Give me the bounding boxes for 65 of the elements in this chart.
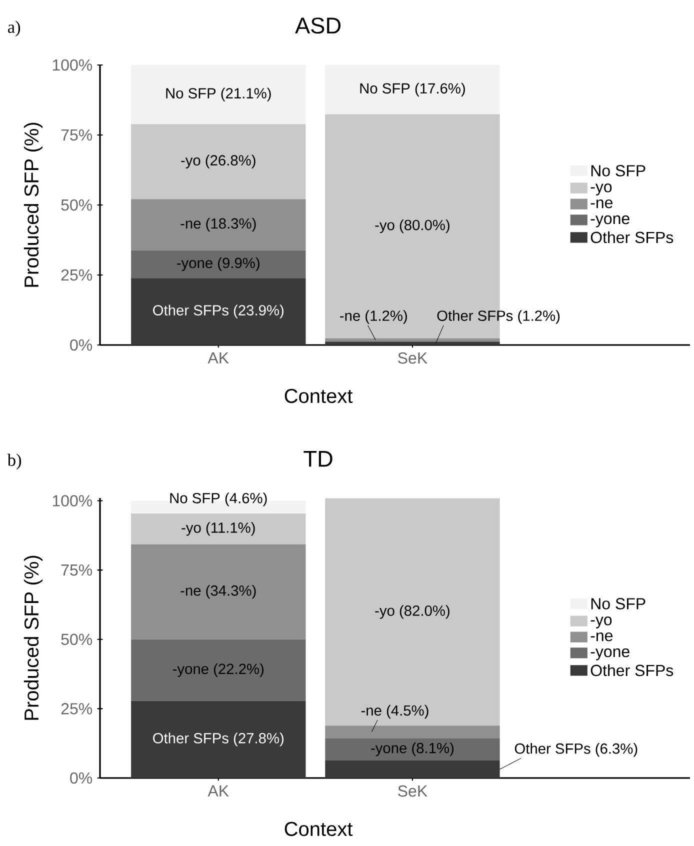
data-label: No SFP (4.6%)	[170, 492, 267, 506]
bar	[325, 726, 500, 738]
data-label: -yone (8.1%)	[371, 742, 454, 756]
data-label: -yone (22.2%)	[172, 663, 264, 677]
y-tick-label: 0%	[70, 339, 92, 351]
y-tick-label: 100%	[52, 59, 92, 71]
data-label: -ne (18.3%)	[180, 218, 256, 232]
x-tick-label: AK	[208, 785, 229, 796]
bar	[131, 199, 306, 250]
legend-label: Other SFPs	[590, 231, 674, 244]
bar	[325, 760, 500, 778]
x-axis-title: Context	[284, 822, 353, 836]
legend-label: -yone	[590, 215, 630, 228]
bar	[325, 342, 500, 346]
legend-label: No SFP	[591, 598, 646, 610]
legend-label: No SFP	[591, 165, 646, 176]
x-tick-label: SeK	[398, 352, 428, 364]
data-label: -yo (80.0%)	[375, 219, 450, 234]
bar	[131, 278, 306, 346]
y-tick-label: 75%	[61, 129, 92, 141]
bar	[131, 514, 306, 544]
x-tick-label: SeK	[398, 785, 428, 797]
bar	[325, 738, 500, 761]
data-label: No SFP (17.6%)	[360, 82, 465, 96]
y-axis-title: Produced SFP (%)	[24, 122, 43, 287]
legend-label: -yo	[590, 184, 612, 196]
legend-label: Other SFPs	[590, 664, 674, 676]
data-label: -yo (82.0%)	[375, 605, 450, 619]
data-label: -yo (26.8%)	[181, 154, 256, 168]
y-tick-label: 25%	[61, 269, 92, 281]
y-tick-label: 75%	[61, 564, 92, 576]
data-label: -ne (4.5%)	[361, 704, 428, 719]
legend-label: -ne	[590, 199, 612, 208]
chart-title: TD	[304, 451, 332, 467]
text: b)	[7, 454, 22, 470]
bar	[325, 65, 500, 114]
data-label: -ne (34.3%)	[180, 585, 256, 599]
data-label: Other SFPs (6.3%)	[514, 743, 638, 757]
data-label: Other SFPs (23.9%)	[153, 304, 284, 318]
data-label: -ne (1.2%)	[340, 310, 407, 324]
text: a)	[8, 20, 20, 36]
y-tick-label: 100%	[52, 495, 92, 506]
y-tick-label: 50%	[61, 199, 92, 211]
legend-label: -yone	[590, 648, 630, 660]
data-label: Other SFPs (27.8%)	[153, 732, 284, 746]
legend-label: -yo	[590, 616, 612, 628]
bar	[131, 250, 306, 278]
chart-title: ASD	[295, 18, 341, 34]
data-label: Other SFPs (1.2%)	[437, 310, 560, 324]
y-tick-label: 25%	[61, 703, 92, 714]
y-axis-title: Produced SFP (%)	[24, 556, 43, 720]
bar	[131, 124, 306, 200]
data-label: -yone (9.9%)	[177, 257, 260, 272]
y-tick-label: 50%	[61, 634, 92, 646]
bar	[131, 700, 306, 778]
bar	[325, 498, 500, 726]
y-tick-label: 0%	[70, 772, 92, 784]
data-label: -yo (11.1%)	[182, 522, 255, 536]
data-label: No SFP (21.1%)	[166, 88, 271, 102]
legend-label: -ne	[590, 632, 612, 642]
bar	[131, 65, 306, 124]
bar	[131, 544, 306, 640]
x-axis-title: Context	[284, 388, 353, 404]
bar	[131, 639, 306, 701]
x-tick-label: AK	[208, 352, 229, 364]
